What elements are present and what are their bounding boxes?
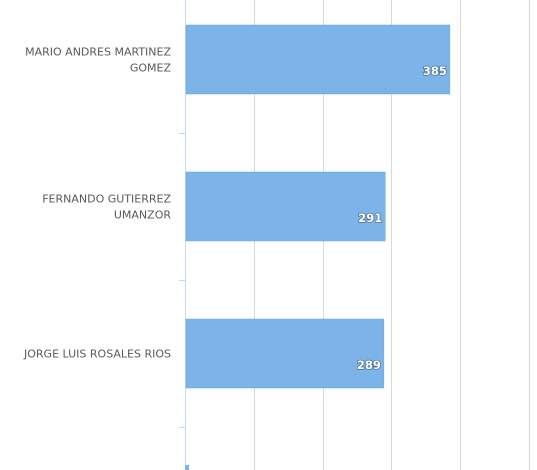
axis-end-marker — [185, 465, 189, 470]
bars — [185, 24, 451, 389]
category-label-line: MARIO ANDRES MARTINEZ — [25, 46, 171, 59]
category-label: MARIO ANDRES MARTINEZ GOMEZ — [25, 46, 171, 75]
category-label-line: GOMEZ — [130, 62, 172, 75]
category-label: JORGE LUIS ROSALES RIOS — [23, 348, 171, 361]
data-labels: 385 291 289 — [356, 63, 448, 373]
category-label-line: FERNANDO GUTIERREZ — [42, 193, 171, 206]
bar — [185, 24, 451, 95]
category-label: FERNANDO GUTIERREZ UMANZOR — [42, 193, 171, 222]
bar — [185, 171, 386, 242]
category-labels: MARIO ANDRES MARTINEZ GOMEZ FERNANDO GUTIE… — [23, 46, 171, 361]
data-label: 289 — [357, 358, 381, 372]
data-label: 291 — [358, 211, 382, 225]
category-label-line: UMANZOR — [114, 209, 171, 222]
bar — [185, 318, 385, 389]
category-label-line: JORGE LUIS ROSALES RIOS — [23, 348, 171, 361]
data-label: 385 — [423, 64, 447, 78]
category-axis — [179, 0, 189, 470]
